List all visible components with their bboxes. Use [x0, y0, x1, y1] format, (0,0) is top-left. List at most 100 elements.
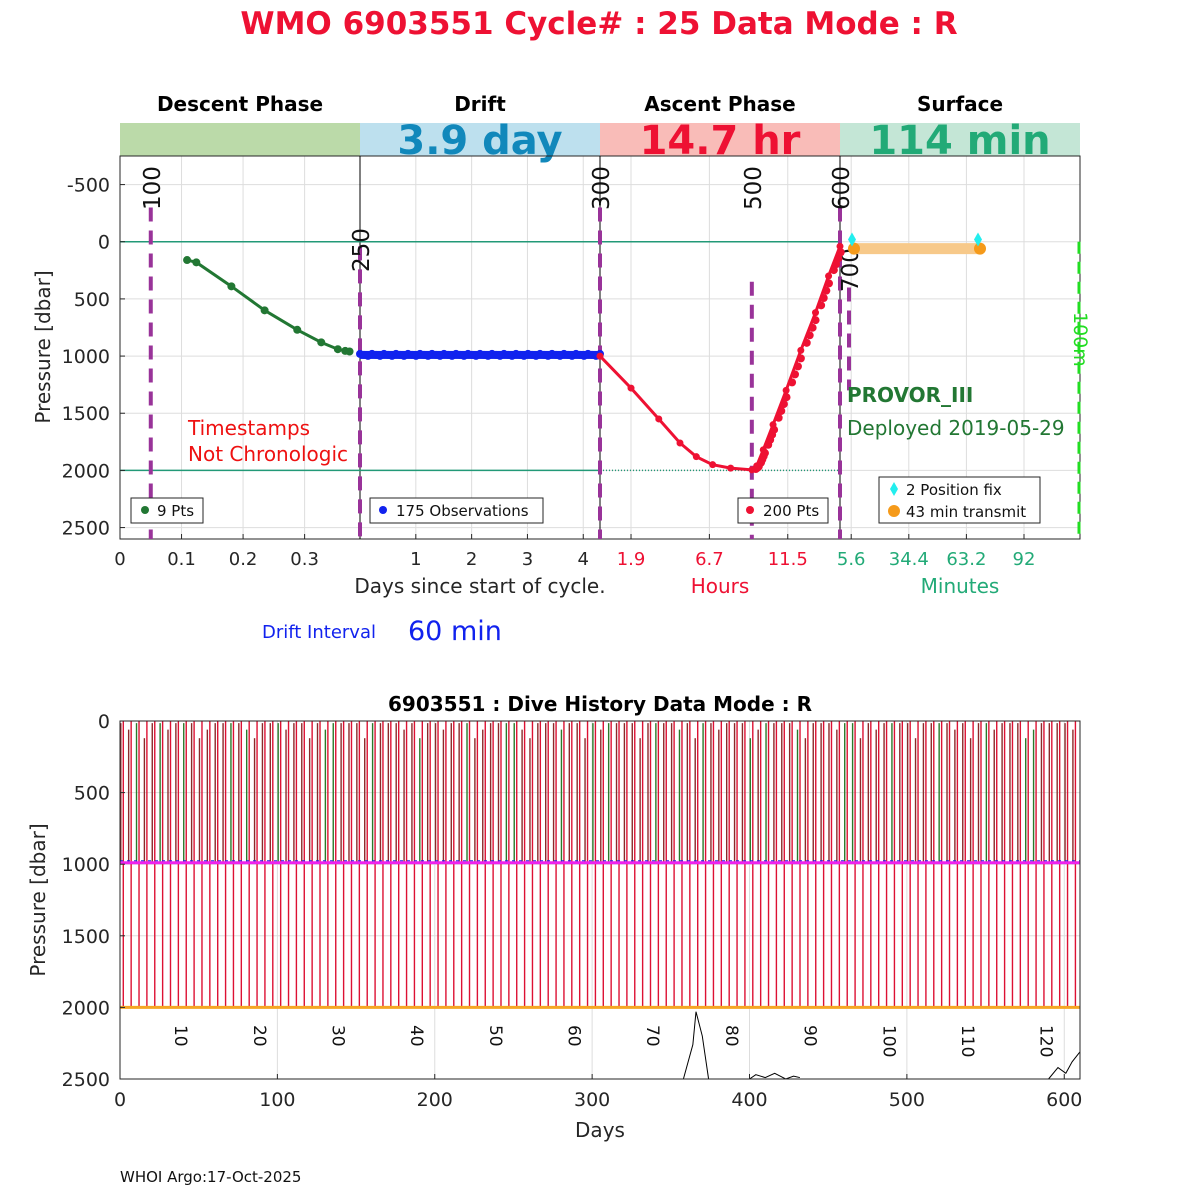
y-tick-label: 2500 [62, 518, 110, 540]
ascent-point [782, 393, 791, 402]
ascent-point [808, 323, 817, 332]
descent-point [192, 258, 201, 267]
x-axis-label-minutes: Minutes [921, 574, 1000, 598]
phase-duration-ascent: 14.7 hr [640, 118, 801, 164]
x-tick-label-surface: 34.4 [889, 549, 929, 570]
cycle-marker-label: 250 [349, 228, 375, 272]
footer-credit: WHOI Argo:17-Oct-2025 [120, 1168, 301, 1186]
cycle-number-label: 10 [170, 1025, 190, 1047]
ascent-point [709, 461, 717, 469]
ascent-point [627, 384, 635, 392]
history-x-tick-label: 600 [1046, 1089, 1082, 1111]
ascent-point [782, 386, 790, 394]
cycle-marker-label: 500 [741, 166, 767, 210]
legend-ascent-swatch [746, 506, 754, 514]
x-tick-label-descent: 0 [114, 549, 125, 570]
cycle-number-label: 50 [485, 1025, 505, 1047]
history-bathymetry [682, 1011, 710, 1080]
ascent-point [836, 248, 845, 257]
ascent-point [797, 346, 805, 354]
legend-descent-label: 9 Pts [157, 502, 194, 520]
history-frame [119, 720, 1081, 1080]
cycle-number-label: 60 [564, 1025, 584, 1047]
x-tick-label-ascent: 1.9 [617, 549, 646, 570]
cycle-number-label: 100 [878, 1025, 898, 1057]
x-tick-label-surface: 92 [1013, 549, 1036, 570]
float-type: PROVOR_III [847, 383, 973, 407]
ascent-point [777, 406, 786, 415]
legend-drift [369, 497, 544, 524]
phase-label-ascent: Ascent Phase [644, 92, 795, 116]
drift-interval-label: Drift Interval [262, 622, 376, 643]
descent-line [186, 258, 350, 353]
ascent-point [596, 352, 604, 360]
history-x-tick-label: 200 [417, 1089, 453, 1111]
deployment-date: Deployed 2019-05-29 [847, 416, 1065, 440]
cycle-number-label: 70 [642, 1025, 662, 1047]
y-axis-label: Pressure [dbar] [31, 270, 55, 423]
legend-drift-label: 175 Observations [396, 502, 529, 520]
green-depth-label: 100m [1069, 312, 1091, 367]
x-tick-label-ascent: 6.7 [695, 549, 724, 570]
history-y-tick-label: 2500 [62, 1069, 110, 1091]
cycle-number-label: 120 [1036, 1025, 1056, 1057]
x-tick-label-drift: 4 [578, 549, 589, 570]
position-fix-marker [848, 232, 856, 247]
legend-transmit-label: 43 min transmit [906, 503, 1026, 521]
history-x-axis-label: Days [575, 1118, 625, 1142]
legend-surface [878, 476, 1041, 524]
ascent-point [692, 453, 700, 461]
phase-label-descent: Descent Phase [157, 92, 323, 116]
ascent-point [805, 331, 814, 340]
descent-point [333, 345, 342, 354]
ascent-point [802, 338, 811, 347]
y-tick-label: 0 [98, 232, 110, 254]
legend-fix-label: 2 Position fix [906, 481, 1002, 499]
cycle-number-label: 30 [327, 1025, 347, 1047]
y-tick-label: 1000 [62, 346, 110, 368]
position-fix-marker [974, 232, 982, 247]
figure-title: WMO 6903551 Cycle# : 25 Data Mode : R [240, 6, 957, 42]
legend-drift-swatch [379, 506, 387, 514]
cycle-number-label: 20 [249, 1025, 269, 1047]
history-x-tick-label: 0 [114, 1089, 126, 1111]
ascent-point [788, 378, 797, 387]
chronology-note: Timestamps [187, 416, 310, 440]
x-tick-label-surface: 63.2 [946, 549, 986, 570]
phase-duration-surface: 114 min [869, 118, 1050, 164]
phase-bar-surface [840, 123, 1080, 156]
history-x-tick-label: 300 [574, 1089, 610, 1111]
ascent-point [824, 279, 833, 288]
history-bathymetry [749, 1072, 800, 1080]
transmit-start [848, 242, 860, 255]
ascent-point [817, 301, 826, 310]
ascent-point [793, 362, 802, 371]
x-tick-label-drift: 3 [522, 549, 533, 570]
ascent-point [822, 286, 831, 295]
x-tick-label-ascent: 11.5 [768, 549, 808, 570]
ascent-point [727, 464, 735, 472]
history-x-tick-label: 100 [259, 1089, 295, 1111]
phase-label-surface: Surface [917, 92, 1003, 116]
dive-history-title: 6903551 : Dive History Data Mode : R [388, 692, 812, 716]
legend-ascent-label: 200 Pts [763, 502, 819, 520]
descent-point [293, 325, 302, 334]
x-tick-label-surface: 5.6 [837, 549, 866, 570]
descent-point [345, 347, 354, 356]
ascent-point [779, 400, 788, 409]
legend-transmit-swatch [888, 505, 900, 517]
history-y-tick-label: 1000 [62, 854, 110, 876]
cycle-marker-label: 100 [140, 166, 166, 210]
cycle-number-label: 90 [800, 1025, 820, 1047]
ascent-point [796, 354, 805, 363]
history-y-axis-label: Pressure [dbar] [26, 823, 50, 976]
cycle-marker-label: 600 [829, 166, 855, 210]
descent-point [317, 338, 326, 347]
x-axis-label-days: Days since start of cycle. [354, 574, 605, 598]
history-y-tick-label: 500 [74, 783, 110, 805]
legend-descent-swatch [141, 506, 149, 514]
descent-point [260, 306, 269, 315]
history-y-tick-label: 0 [98, 711, 110, 733]
